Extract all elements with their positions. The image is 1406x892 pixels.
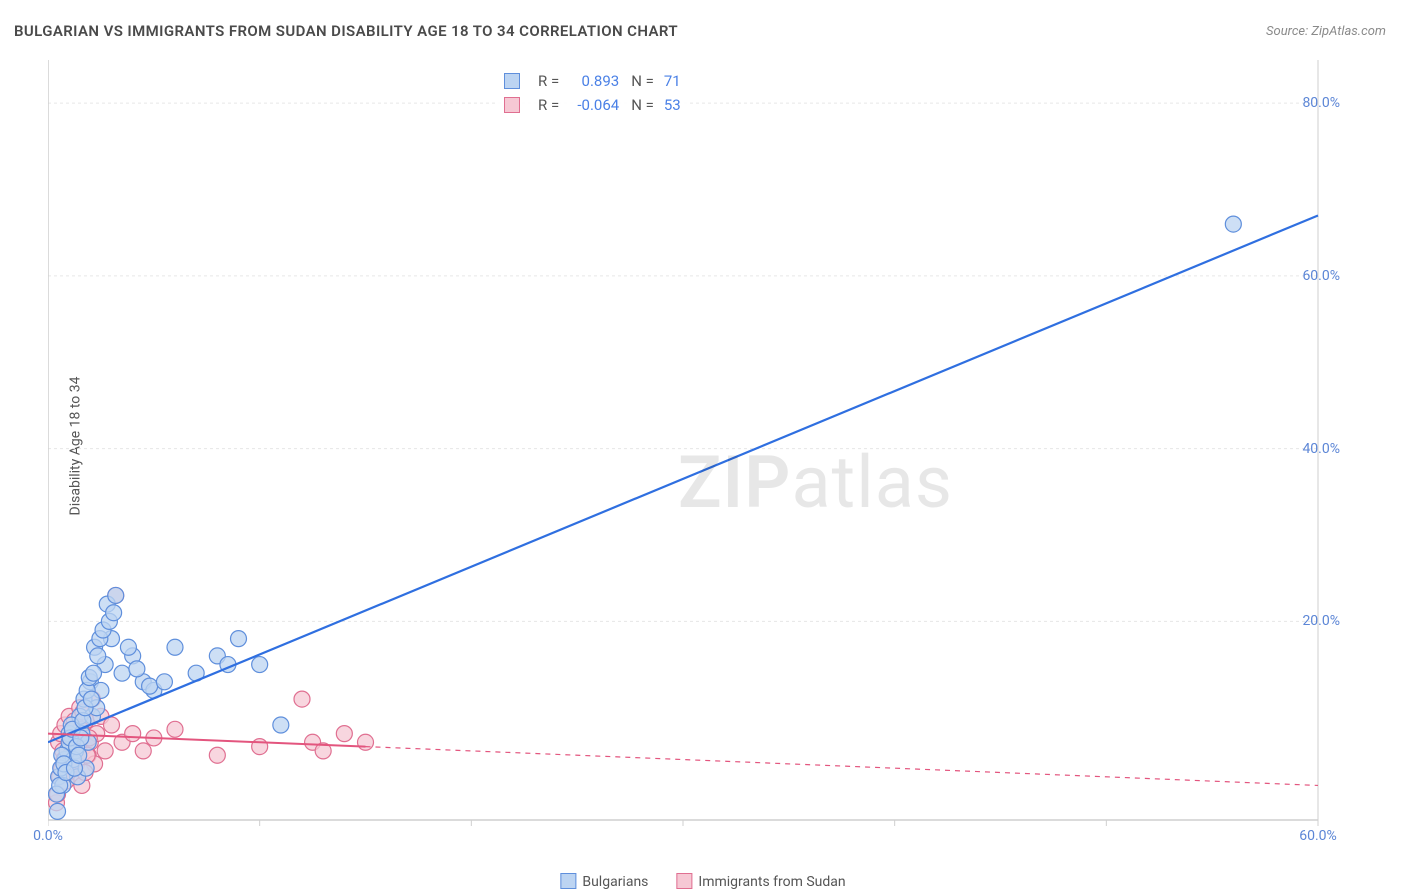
y-tick-label: 40.0% <box>1302 441 1340 457</box>
scatter-point <box>167 721 183 737</box>
plot-area: ZIPatlas R =0.893N =71R =-0.064N =53 20.… <box>48 60 1348 850</box>
y-tick-label: 80.0% <box>1302 95 1340 111</box>
legend-label: Bulgarians <box>582 874 648 890</box>
legend-swatch <box>504 97 520 113</box>
y-tick-label: 20.0% <box>1302 613 1340 629</box>
chart-title: BULGARIAN VS IMMIGRANTS FROM SUDAN DISAB… <box>14 22 678 40</box>
stat-r-label: R = <box>532 94 563 116</box>
legend-swatch <box>560 873 576 889</box>
scatter-point <box>209 747 225 763</box>
legend-swatch <box>504 73 520 89</box>
y-tick-label: 60.0% <box>1302 268 1340 284</box>
scatter-point <box>231 631 247 647</box>
legend-bottom: Bulgarians Immigrants from Sudan <box>560 873 845 890</box>
legend-swatch <box>676 873 692 889</box>
x-tick-label: 0.0% <box>33 828 63 844</box>
scatter-point <box>358 734 374 750</box>
scatter-point <box>129 661 145 677</box>
source-attribution: Source: ZipAtlas.com <box>1266 24 1386 39</box>
scatter-point <box>106 605 122 621</box>
scatter-point <box>156 674 172 690</box>
scatter-point <box>1225 216 1241 232</box>
scatter-point <box>73 730 89 746</box>
stat-n-value: 53 <box>660 94 685 116</box>
scatter-point <box>142 678 158 694</box>
trend-line-dashed <box>366 747 1319 786</box>
stat-r-label: R = <box>532 70 563 92</box>
scatter-point <box>97 743 113 759</box>
scatter-point <box>50 803 66 819</box>
scatter-point <box>336 726 352 742</box>
scatter-point <box>83 691 99 707</box>
legend-item: Immigrants from Sudan <box>676 873 845 890</box>
scatter-point <box>252 657 268 673</box>
stat-r-value: -0.064 <box>565 94 623 116</box>
correlation-stats-box: R =0.893N =71 R =-0.064N =53 <box>498 68 687 118</box>
scatter-chart-svg <box>48 60 1348 850</box>
scatter-point <box>125 726 141 742</box>
scatter-point <box>167 639 183 655</box>
x-tick-label: 60.0% <box>1299 828 1337 844</box>
stat-n-label: N = <box>625 70 658 92</box>
scatter-point <box>114 665 130 681</box>
scatter-point <box>120 639 136 655</box>
scatter-point <box>90 648 106 664</box>
scatter-point <box>135 743 151 759</box>
stat-n-label: N = <box>625 94 658 116</box>
scatter-point <box>108 587 124 603</box>
scatter-point <box>273 717 289 733</box>
stat-n-value: 71 <box>660 70 685 92</box>
legend-item: Bulgarians <box>560 873 648 890</box>
scatter-point <box>86 665 102 681</box>
trend-line <box>48 215 1318 742</box>
scatter-point <box>71 747 87 763</box>
legend-label: Immigrants from Sudan <box>698 874 845 890</box>
stat-r-value: 0.893 <box>565 70 623 92</box>
scatter-point <box>294 691 310 707</box>
scatter-point <box>252 739 268 755</box>
